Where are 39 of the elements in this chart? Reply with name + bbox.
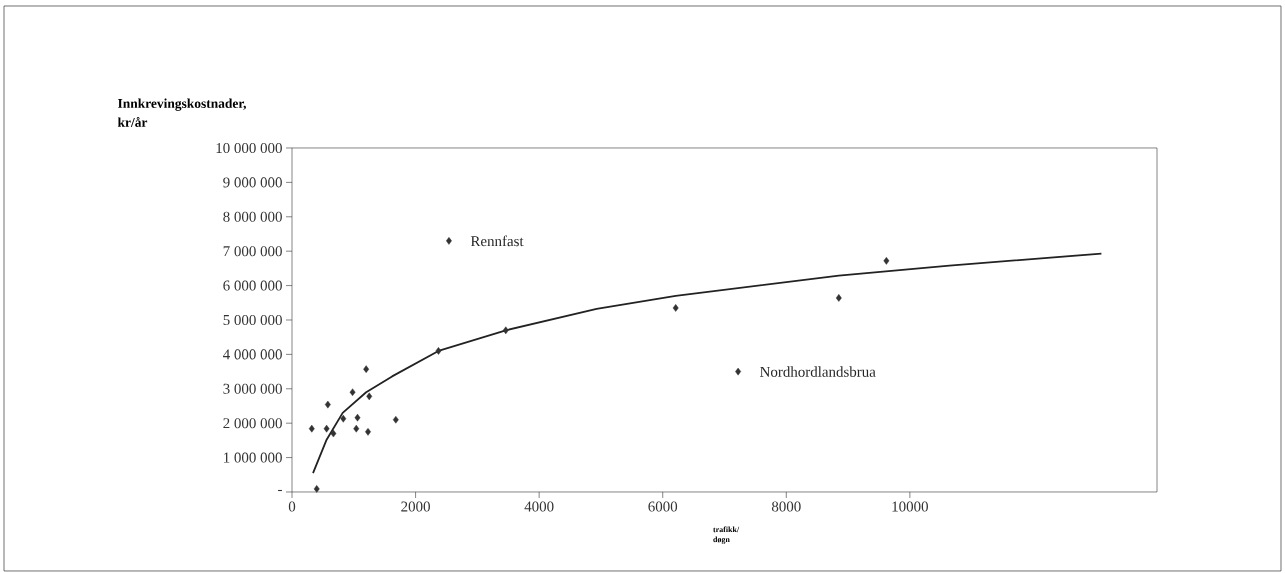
point bbox=[363, 365, 370, 373]
point bbox=[324, 400, 331, 409]
point bbox=[340, 414, 347, 423]
point bbox=[366, 392, 373, 401]
y-tick-label: 8 000 000 bbox=[223, 211, 282, 222]
point bbox=[883, 257, 890, 265]
y-tick-label: 3 000 000 bbox=[223, 383, 282, 394]
point bbox=[330, 429, 337, 438]
point bbox=[308, 424, 315, 433]
annotation: Nordhordlandsbrua bbox=[760, 366, 876, 377]
x-tick-label: 0 bbox=[288, 501, 296, 512]
point bbox=[835, 294, 842, 302]
y-tick-label: 10 000 000 bbox=[216, 142, 282, 154]
x-tick-label: 2000 bbox=[401, 501, 430, 512]
x-tick-label: 8000 bbox=[771, 501, 801, 512]
y-axis-title: Innkrevingskostnader, kr/år bbox=[117, 98, 246, 127]
y-tick-label: 9 000 000 bbox=[223, 177, 282, 188]
point bbox=[313, 485, 320, 493]
x-tick-label: 4000 bbox=[524, 501, 554, 512]
point bbox=[672, 304, 679, 312]
y-tick-label: 4 000 000 bbox=[223, 349, 282, 360]
x-tick-label: 6000 bbox=[648, 501, 678, 512]
y-tick-label: 5 000 000 bbox=[223, 314, 282, 326]
point bbox=[502, 326, 509, 335]
point bbox=[446, 237, 452, 245]
y-tick-label: 6 000 000 bbox=[223, 280, 282, 291]
point bbox=[392, 415, 399, 424]
y-tick-label: 1 000 000 bbox=[224, 452, 282, 463]
x-tick-label: 10000 bbox=[892, 501, 928, 512]
point bbox=[349, 388, 356, 397]
point bbox=[354, 413, 361, 422]
y-tick-label: 2 000 000 bbox=[223, 418, 282, 429]
y-tick-label: 7 000 000 bbox=[223, 246, 282, 257]
point bbox=[323, 424, 330, 433]
y-tick-label: - bbox=[278, 489, 282, 492]
point bbox=[353, 424, 360, 433]
line-series bbox=[312, 252, 1103, 474]
point bbox=[435, 347, 442, 355]
annotation: Rennfast bbox=[470, 235, 524, 247]
